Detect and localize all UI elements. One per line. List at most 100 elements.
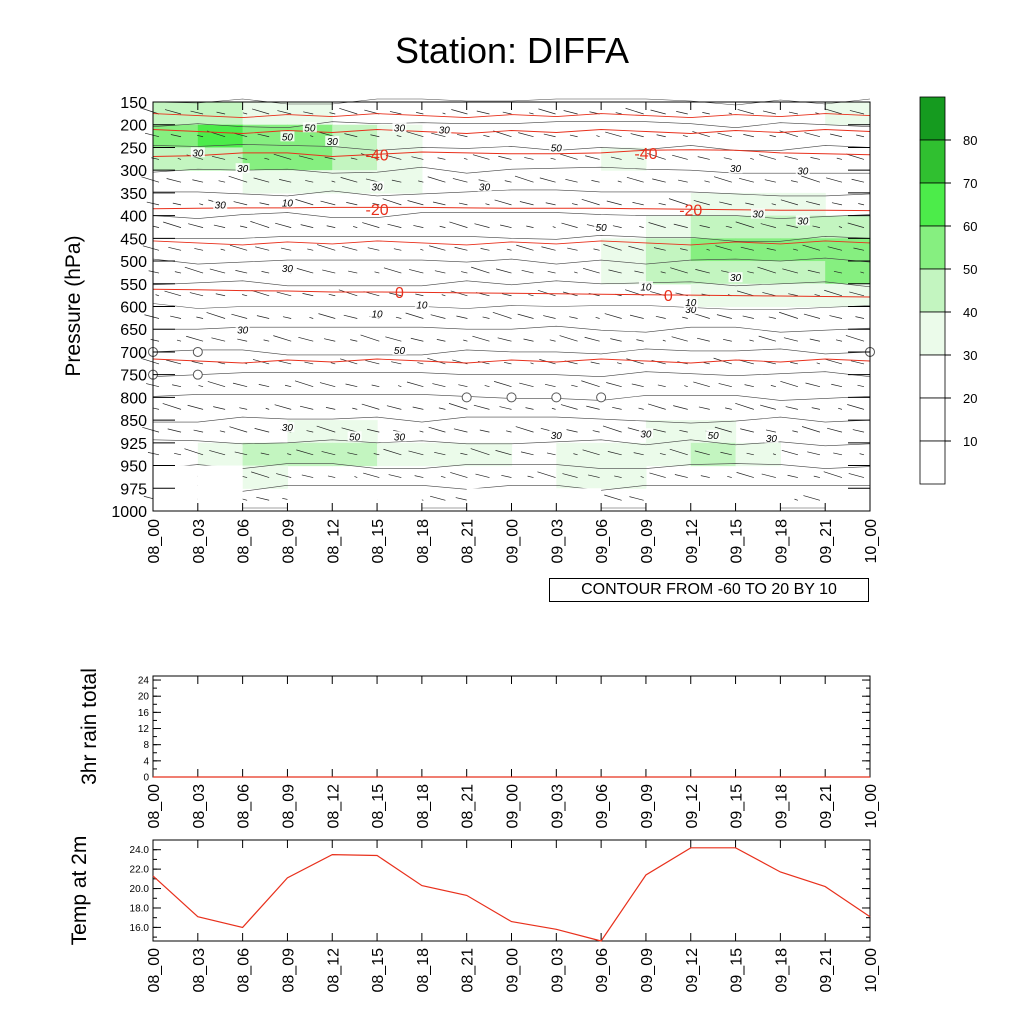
wind-barb (500, 224, 512, 228)
wind-barb (604, 494, 622, 501)
wind-barb (670, 267, 688, 274)
rh-contour-label-bg (683, 304, 698, 315)
wind-barb (785, 406, 798, 410)
wind-barb (527, 475, 534, 478)
wind-barb (636, 339, 644, 342)
rh-cell (601, 465, 647, 489)
wind-barb (612, 225, 622, 228)
surface-mask (377, 488, 422, 511)
wind-barb (758, 335, 776, 342)
wind-barb (747, 271, 754, 274)
wind-barb (668, 198, 688, 206)
rh-cell (153, 124, 199, 149)
wind-barb (541, 246, 556, 251)
wind-barb (389, 292, 402, 297)
wind-barb (626, 176, 644, 183)
x-tick-label: 08_03 (191, 519, 208, 564)
wind-barb (780, 199, 799, 206)
wind-barb (346, 202, 358, 206)
wind-barb (549, 339, 556, 342)
wind-barb (674, 474, 688, 478)
wind-barb (657, 384, 666, 388)
wind-barb (264, 157, 270, 160)
rh-cell (601, 442, 647, 467)
surface-mask (466, 488, 512, 511)
wind-barb (824, 108, 843, 115)
wind-barb (407, 200, 424, 206)
wind-barb (790, 361, 798, 365)
wind-barb (669, 448, 688, 456)
y-tick-label: 925 (120, 436, 147, 453)
rh-cell (242, 465, 289, 489)
rh-contour-label-bg (549, 429, 564, 440)
x-tick-label: 10_00 (863, 948, 880, 993)
wind-barb (595, 316, 600, 319)
wind-barb (206, 312, 226, 319)
x-tick-label: 09_21 (818, 948, 835, 993)
wind-barb (762, 292, 776, 297)
x-tick-label: 08_12 (325, 519, 342, 564)
wind-barb (142, 426, 160, 433)
wind-barb (616, 362, 622, 365)
wind-barb (610, 338, 622, 342)
plot-frame (152, 675, 871, 778)
surface-mask (287, 488, 378, 511)
wind-barb (370, 134, 380, 138)
wind-barb (360, 334, 380, 342)
rh-cell (197, 102, 244, 126)
wind-barb (779, 311, 799, 319)
rh-contour-line (152, 166, 870, 174)
wind-barb (743, 134, 754, 138)
wind-barb (571, 384, 578, 388)
x-tick-label: 09_09 (639, 948, 656, 993)
y-axis-label: Temp at 2m (68, 836, 91, 946)
x-tick-label: 09_06 (594, 948, 611, 993)
x-tick-label: 09_18 (773, 784, 790, 829)
wind-barb (275, 222, 292, 228)
wind-barb (583, 267, 600, 274)
wind-barb (546, 452, 556, 456)
wind-barb (518, 132, 534, 138)
rh-contour-label: 30 (439, 126, 451, 137)
rh-contour-label-bg (280, 197, 295, 208)
wind-barb (735, 402, 754, 410)
rh-contour-label-bg (728, 163, 743, 174)
wind-barb (430, 314, 446, 319)
wind-barb (719, 201, 732, 206)
temperature-contours (152, 113, 871, 364)
x-tick-label: 08_00 (146, 948, 163, 993)
rh-contour-line (152, 212, 871, 219)
wind-barb (803, 313, 821, 319)
wind-barb (740, 428, 754, 433)
wind-barb (717, 132, 732, 138)
wind-barb (706, 248, 710, 251)
wind-barb (417, 362, 424, 365)
rh-contour-label: 10 (372, 310, 384, 321)
wind-barb (812, 225, 821, 228)
wind-barb (615, 112, 622, 115)
wind-barb (728, 112, 732, 115)
wind-barb (320, 200, 336, 206)
wind-barb (716, 314, 732, 319)
wind-barb (239, 225, 248, 228)
wind-barb (715, 245, 732, 251)
wind-barb (276, 291, 292, 297)
wind-barb (199, 203, 204, 206)
wind-barb (761, 473, 776, 478)
y-tick-label: 550 (120, 277, 147, 294)
rh-cell (556, 442, 602, 467)
wind-barb (653, 247, 666, 251)
wind-barb (569, 316, 578, 319)
wind-barb (586, 405, 600, 410)
rh-cell (153, 147, 199, 171)
wind-barb (805, 382, 821, 388)
wind-barb (737, 109, 754, 115)
wind-barb (656, 134, 666, 138)
wind-barb (736, 290, 754, 297)
wind-barb (574, 271, 578, 274)
wind-barb (807, 269, 821, 274)
wind-barb (350, 339, 358, 342)
rh-cell (242, 170, 289, 194)
calm-wind-marker (192, 369, 203, 380)
wind-barb (702, 112, 710, 115)
